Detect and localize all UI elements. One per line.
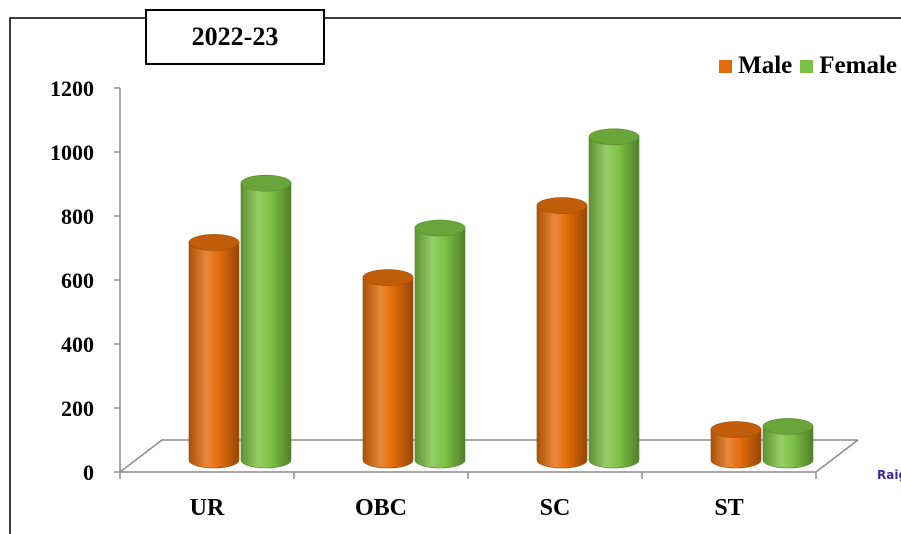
bar-male-body bbox=[188, 242, 240, 469]
bar-male-top bbox=[362, 269, 414, 286]
bar-female-top bbox=[240, 174, 292, 192]
legend-swatch-male bbox=[719, 59, 733, 73]
x-tick-label: SC bbox=[540, 495, 571, 521]
bar-female-body bbox=[762, 426, 814, 469]
y-tick-label: 800 bbox=[61, 204, 94, 229]
y-tick-label: 600 bbox=[61, 268, 94, 293]
bar-male-top bbox=[536, 197, 588, 214]
bar-male-top bbox=[188, 234, 240, 251]
chart-title: 2022-23 bbox=[145, 9, 325, 65]
legend-label-female: Female bbox=[819, 52, 897, 79]
bar-male-body bbox=[362, 277, 414, 469]
legend-label-male: Male bbox=[738, 52, 793, 79]
bar-male-top bbox=[710, 421, 762, 438]
x-tick-label: UR bbox=[190, 495, 225, 521]
y-tick-label: 1200 bbox=[50, 76, 94, 101]
legend-swatch-female bbox=[800, 59, 814, 73]
bar-female-body bbox=[588, 136, 640, 469]
y-tick-label: 1000 bbox=[50, 140, 94, 165]
corner-watermark-text: Raig bbox=[877, 468, 901, 482]
bar-male-body bbox=[710, 429, 762, 469]
x-tick-label: ST bbox=[714, 495, 743, 521]
legend-item-female: Female bbox=[800, 52, 897, 80]
bar-female-body bbox=[414, 227, 466, 469]
bar-male-body bbox=[536, 205, 588, 469]
bar-female-top bbox=[414, 219, 466, 237]
chart-legend: Male Female bbox=[711, 52, 897, 80]
chart-border bbox=[9, 17, 901, 534]
y-tick-label: 200 bbox=[61, 396, 94, 421]
y-tick-label: 400 bbox=[61, 332, 94, 357]
bar-female-top bbox=[588, 128, 640, 146]
bar-female-body bbox=[240, 182, 292, 469]
y-tick-label: 0 bbox=[83, 460, 94, 485]
bar-female-top bbox=[762, 418, 814, 435]
legend-item-male: Male bbox=[719, 52, 792, 80]
x-tick-label: OBC bbox=[355, 495, 407, 521]
